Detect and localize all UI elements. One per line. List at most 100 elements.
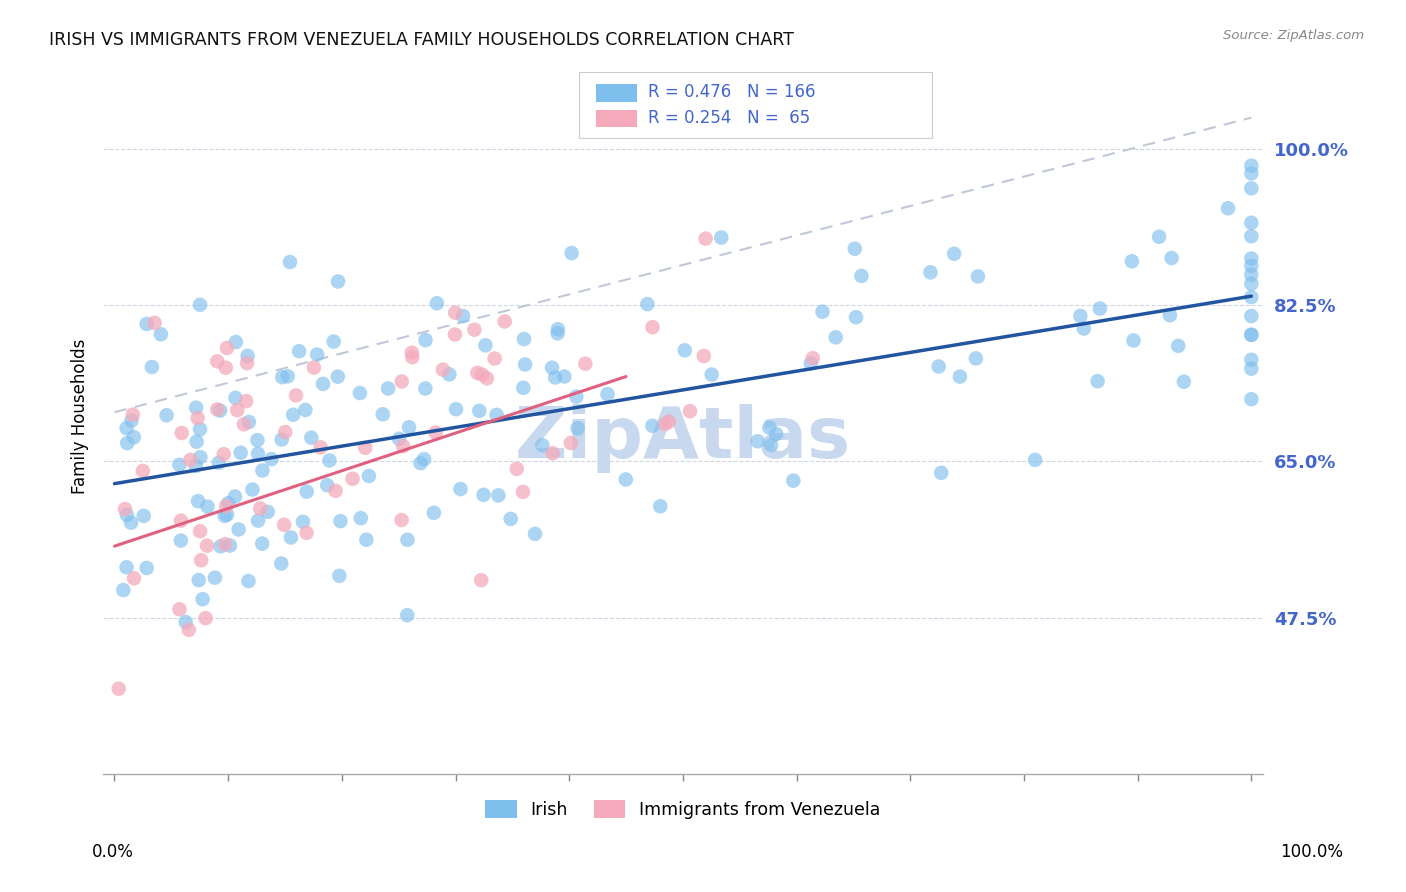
Point bbox=[388, 432, 411, 446]
Point bbox=[326, 275, 349, 289]
Point bbox=[1069, 309, 1091, 323]
Point bbox=[169, 602, 191, 616]
Point bbox=[474, 338, 496, 352]
Point bbox=[444, 327, 467, 342]
Point bbox=[115, 508, 138, 522]
Text: R = 0.476   N = 166: R = 0.476 N = 166 bbox=[648, 84, 815, 102]
FancyBboxPatch shape bbox=[578, 72, 932, 138]
Point bbox=[470, 573, 492, 587]
Point bbox=[226, 403, 249, 417]
Point bbox=[541, 446, 564, 460]
Point bbox=[224, 490, 246, 504]
Text: R = 0.254   N =  65: R = 0.254 N = 65 bbox=[648, 109, 810, 128]
Point bbox=[1073, 321, 1095, 335]
Point bbox=[215, 508, 238, 522]
Point bbox=[965, 351, 987, 366]
Point bbox=[318, 453, 340, 467]
Legend: Irish, Immigrants from Venezuela: Irish, Immigrants from Venezuela bbox=[478, 793, 887, 826]
Point bbox=[475, 371, 498, 385]
Point bbox=[170, 533, 193, 548]
Point bbox=[274, 425, 297, 439]
Point bbox=[186, 434, 208, 449]
Point bbox=[326, 369, 349, 384]
Point bbox=[135, 561, 157, 575]
Point bbox=[851, 268, 873, 283]
Point bbox=[499, 512, 522, 526]
Point bbox=[1159, 308, 1181, 322]
Text: 0.0%: 0.0% bbox=[91, 843, 134, 861]
Point bbox=[188, 298, 211, 312]
Point bbox=[1240, 290, 1263, 304]
Point bbox=[295, 484, 318, 499]
Point bbox=[1121, 254, 1143, 268]
Point bbox=[506, 462, 529, 476]
Point bbox=[636, 297, 658, 311]
Point bbox=[423, 506, 446, 520]
Point bbox=[107, 681, 129, 696]
Point bbox=[190, 553, 212, 567]
Point bbox=[484, 351, 506, 366]
Point bbox=[278, 255, 301, 269]
Point bbox=[197, 500, 219, 514]
Point bbox=[356, 533, 378, 547]
Point bbox=[693, 349, 716, 363]
Point bbox=[444, 306, 467, 320]
Point bbox=[271, 370, 294, 384]
Y-axis label: Family Households: Family Households bbox=[72, 339, 89, 494]
Point bbox=[236, 356, 259, 370]
Point bbox=[494, 314, 516, 328]
Point bbox=[614, 472, 637, 486]
Point bbox=[1216, 202, 1239, 216]
Point bbox=[132, 508, 155, 523]
Point bbox=[191, 592, 214, 607]
Point bbox=[170, 514, 193, 528]
Point bbox=[280, 531, 302, 545]
Point bbox=[398, 420, 420, 434]
Point bbox=[115, 421, 138, 435]
Point bbox=[114, 502, 136, 516]
Point bbox=[782, 474, 804, 488]
Point bbox=[121, 413, 143, 427]
Point bbox=[654, 417, 676, 431]
Point bbox=[294, 403, 316, 417]
Point bbox=[758, 420, 780, 434]
Point bbox=[824, 330, 846, 344]
Point bbox=[195, 539, 218, 553]
Point bbox=[1024, 453, 1046, 467]
Point bbox=[349, 386, 371, 401]
Point bbox=[425, 425, 447, 440]
Point bbox=[396, 608, 419, 623]
Point bbox=[149, 327, 172, 342]
Point bbox=[512, 381, 534, 395]
Point bbox=[1240, 259, 1263, 273]
Point bbox=[553, 369, 575, 384]
Point bbox=[209, 403, 232, 417]
Point bbox=[184, 458, 207, 473]
Point bbox=[524, 527, 547, 541]
Point bbox=[1167, 339, 1189, 353]
Point bbox=[285, 388, 308, 402]
Point bbox=[486, 488, 509, 502]
Point bbox=[391, 513, 413, 527]
Point bbox=[1160, 251, 1182, 265]
Point bbox=[392, 439, 415, 453]
Point bbox=[329, 514, 352, 528]
Point bbox=[544, 370, 567, 384]
Point bbox=[299, 431, 322, 445]
Point bbox=[565, 390, 588, 404]
Point bbox=[1240, 216, 1263, 230]
Point bbox=[1240, 392, 1263, 407]
Point bbox=[179, 453, 201, 467]
Point bbox=[377, 382, 399, 396]
Point bbox=[214, 537, 236, 551]
Point bbox=[444, 402, 467, 417]
Point bbox=[270, 433, 292, 447]
Point bbox=[246, 433, 269, 447]
Point bbox=[217, 496, 239, 510]
Point bbox=[415, 333, 437, 347]
Point bbox=[249, 501, 271, 516]
Point bbox=[396, 533, 419, 547]
Point bbox=[920, 265, 942, 279]
Point bbox=[1240, 181, 1263, 195]
Point bbox=[450, 482, 472, 496]
